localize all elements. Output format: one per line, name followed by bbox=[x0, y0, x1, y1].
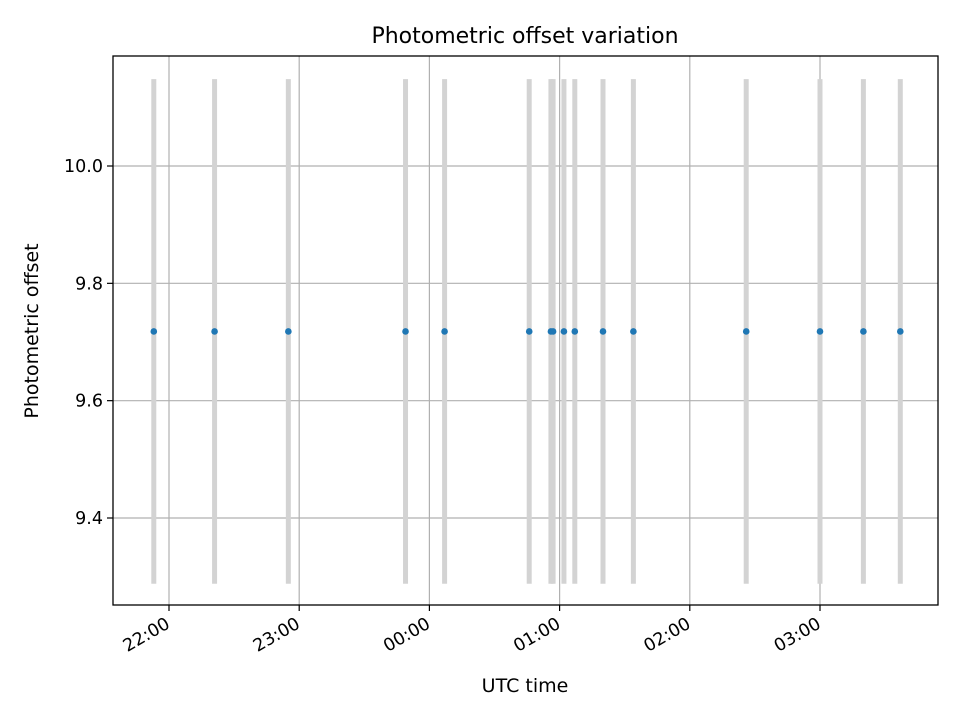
grid bbox=[113, 56, 938, 605]
data-point bbox=[860, 328, 867, 335]
data-point bbox=[630, 328, 637, 335]
data-point bbox=[896, 328, 904, 335]
x-axis-ticks: 22:00 23:00 00:00 01:00 02:00 03:00 bbox=[120, 605, 825, 657]
data-point bbox=[211, 328, 218, 335]
plot-frame bbox=[112, 55, 939, 606]
x-tick-label: 23:00 bbox=[250, 614, 304, 657]
x-tick-label: 22:00 bbox=[120, 614, 174, 657]
data-point bbox=[571, 328, 579, 335]
x-tick-label: 02:00 bbox=[641, 614, 695, 657]
y-axis-ticks: 9.4 9.6 9.8 10.0 bbox=[64, 157, 113, 529]
y-tick-label: 9.6 bbox=[75, 392, 103, 412]
data-point bbox=[150, 328, 158, 335]
x-tick-label: 03:00 bbox=[771, 614, 825, 657]
y-tick-label: 10.0 bbox=[64, 157, 103, 177]
data-point bbox=[525, 328, 533, 335]
y-tick-label: 9.4 bbox=[75, 509, 103, 529]
data-point bbox=[560, 328, 568, 335]
data-point bbox=[285, 328, 292, 335]
x-tick-label: 00:00 bbox=[380, 614, 434, 657]
y-axis-label: Photometric offset bbox=[21, 243, 43, 418]
data-point bbox=[742, 328, 750, 335]
data-point bbox=[441, 328, 448, 335]
data-points bbox=[150, 328, 904, 335]
x-tick-label: 01:00 bbox=[510, 614, 564, 657]
chart-title: Photometric offset variation bbox=[371, 24, 678, 49]
data-point bbox=[599, 328, 607, 335]
data-point bbox=[816, 328, 824, 335]
data-point bbox=[549, 328, 557, 335]
data-point bbox=[402, 328, 409, 335]
x-axis-label: UTC time bbox=[482, 675, 569, 697]
y-tick-label: 9.8 bbox=[75, 274, 103, 294]
